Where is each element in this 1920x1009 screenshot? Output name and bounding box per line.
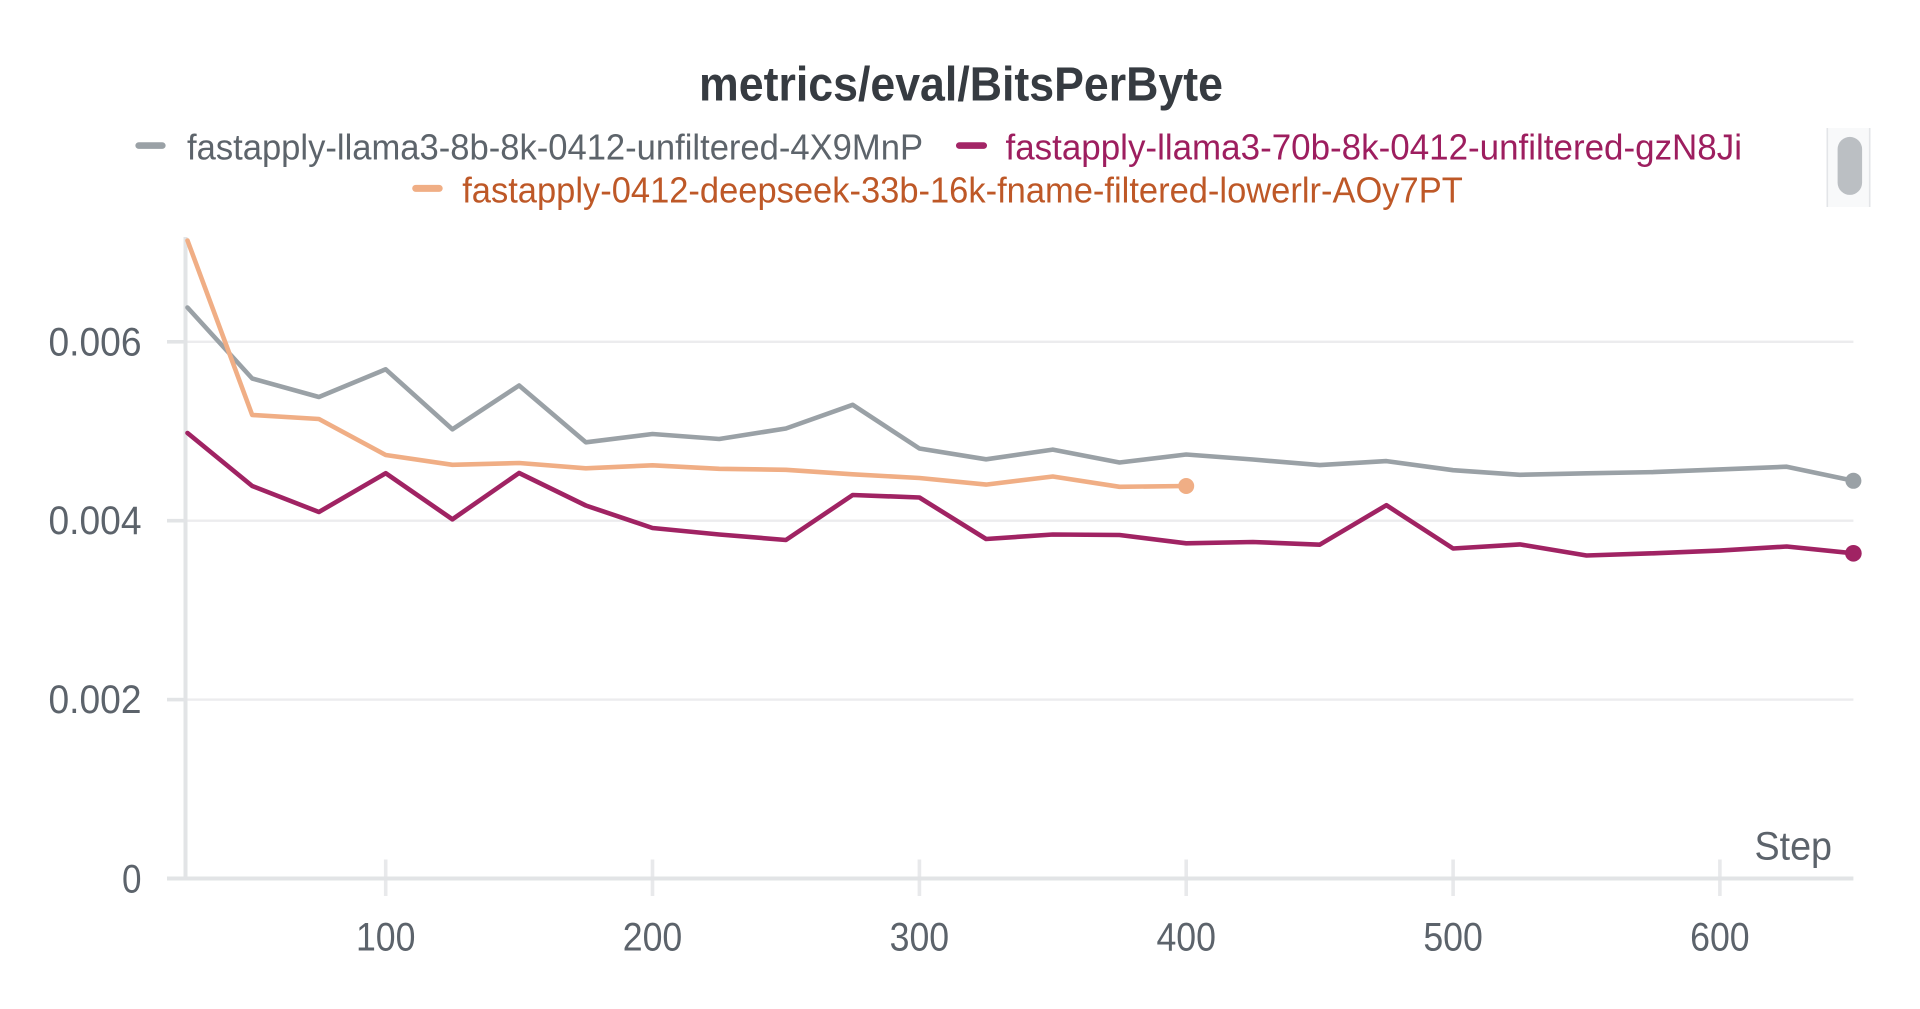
svg-text:200: 200 (623, 916, 683, 960)
svg-text:0.004: 0.004 (49, 499, 142, 543)
svg-text:metrics/eval/BitsPerByte: metrics/eval/BitsPerByte (699, 59, 1223, 112)
svg-text:fastapply-0412-deepseek-33b-16: fastapply-0412-deepseek-33b-16k-fname-fi… (462, 169, 1463, 210)
svg-text:300: 300 (890, 916, 950, 960)
svg-text:0: 0 (122, 858, 142, 902)
svg-text:100: 100 (356, 916, 416, 960)
svg-text:500: 500 (1423, 916, 1483, 960)
svg-text:0.006: 0.006 (49, 320, 142, 364)
svg-text:fastapply-llama3-70b-8k-0412-u: fastapply-llama3-70b-8k-0412-unfiltered-… (1006, 127, 1743, 168)
svg-text:fastapply-llama3-8b-8k-0412-un: fastapply-llama3-8b-8k-0412-unfiltered-4… (187, 127, 923, 168)
svg-text:400: 400 (1156, 916, 1216, 960)
svg-text:Step: Step (1755, 825, 1833, 869)
svg-text:600: 600 (1690, 916, 1750, 960)
svg-text:0.002: 0.002 (49, 678, 142, 722)
